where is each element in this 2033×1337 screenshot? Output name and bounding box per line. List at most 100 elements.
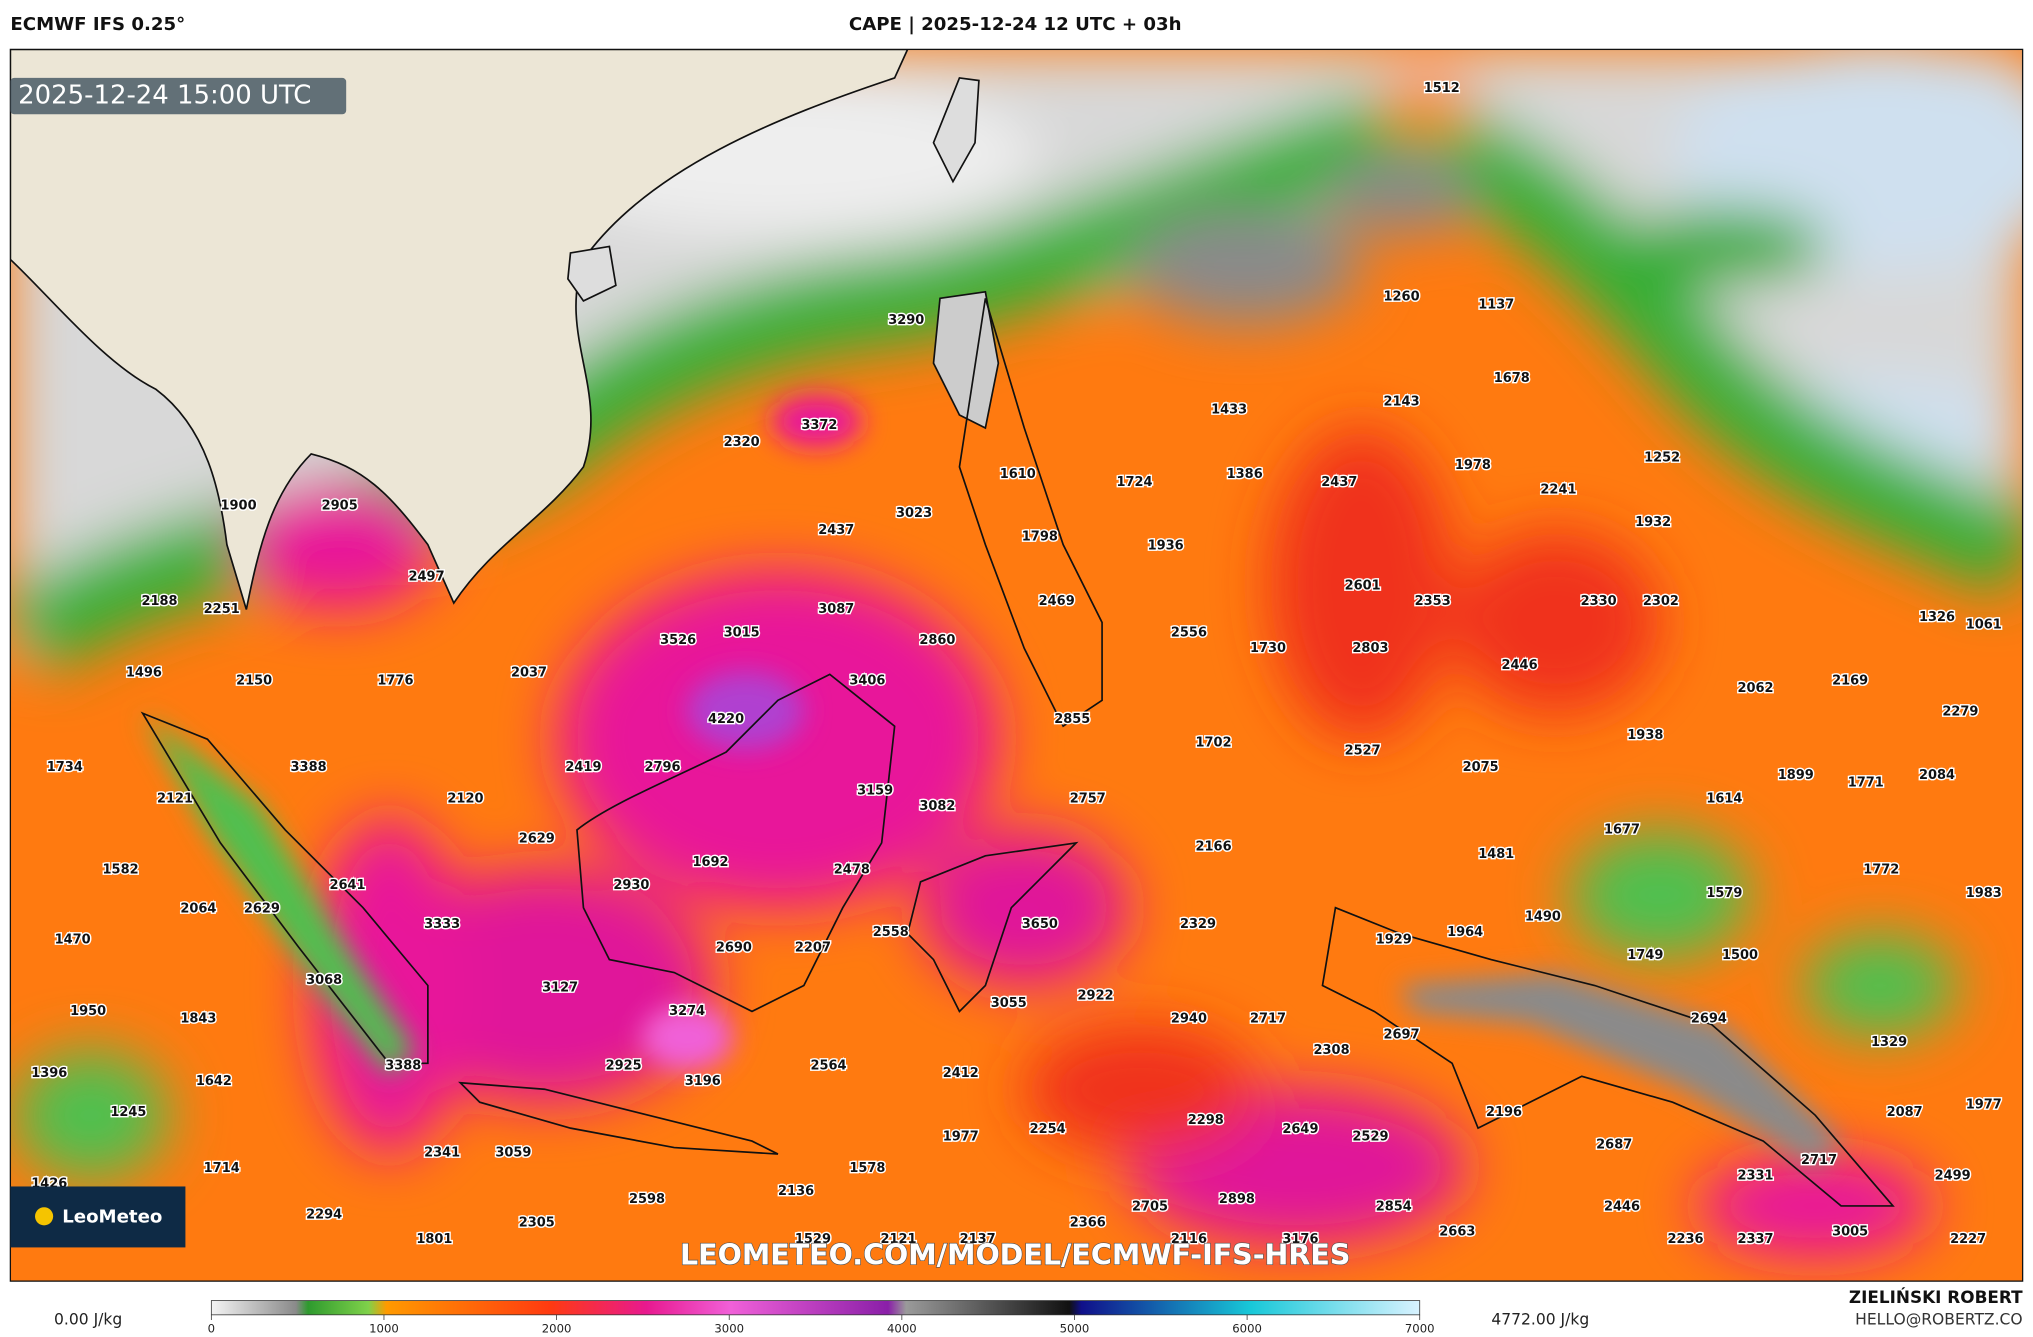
cape-value: 2236 bbox=[1667, 1232, 1703, 1247]
cape-value: 1749 bbox=[1627, 948, 1663, 963]
cape-value: 3176 bbox=[1282, 1232, 1318, 1247]
cape-value: 2341 bbox=[424, 1145, 460, 1160]
cape-value: 1730 bbox=[1250, 641, 1286, 656]
cape-value: 2663 bbox=[1439, 1224, 1475, 1239]
cape-value: 1512 bbox=[1424, 81, 1460, 96]
cape-value: 2601 bbox=[1345, 579, 1381, 594]
cape-value: 2694 bbox=[1691, 1012, 1727, 1027]
cape-value: 2437 bbox=[818, 523, 854, 538]
cape-value: 1061 bbox=[1966, 618, 2002, 633]
cape-value: 2860 bbox=[919, 633, 955, 648]
cape-value: 3082 bbox=[919, 799, 955, 814]
cape-value: 2137 bbox=[960, 1232, 996, 1247]
cape-value: 2116 bbox=[1171, 1232, 1207, 1247]
cape-value: 1724 bbox=[1116, 475, 1152, 490]
cape-value: 2925 bbox=[606, 1058, 642, 1073]
cape-value: 1734 bbox=[47, 760, 83, 775]
cape-value: 2687 bbox=[1596, 1137, 1632, 1152]
cape-value: 3290 bbox=[888, 313, 924, 328]
cape-value: 2922 bbox=[1078, 988, 1114, 1003]
time-box bbox=[10, 77, 347, 115]
cape-value: 2556 bbox=[1171, 625, 1207, 640]
cape-value: 2254 bbox=[1030, 1122, 1066, 1137]
cape-value: 2121 bbox=[157, 791, 193, 806]
cape-value: 2320 bbox=[724, 435, 760, 450]
cape-value: 2437 bbox=[1321, 475, 1357, 490]
cape-value: 2940 bbox=[1171, 1012, 1207, 1027]
cape-value: 2136 bbox=[778, 1184, 814, 1199]
cape-value: 1470 bbox=[55, 933, 91, 948]
colorbar-tick-label: 0 bbox=[208, 1322, 215, 1336]
colorbar-tick-label: 7000 bbox=[1405, 1322, 1435, 1336]
cape-value: 1582 bbox=[103, 863, 139, 878]
cape-value: 2629 bbox=[519, 831, 555, 846]
cape-value: 2469 bbox=[1039, 594, 1075, 609]
colorbar-tick-label: 1000 bbox=[369, 1322, 399, 1336]
cape-value: 2629 bbox=[244, 902, 280, 917]
colorbar bbox=[210, 1300, 1421, 1316]
cape-value: 2329 bbox=[1180, 917, 1216, 932]
cape-value: 2690 bbox=[716, 940, 752, 955]
cape-value: 2121 bbox=[880, 1232, 916, 1247]
cape-value: 1677 bbox=[1604, 822, 1640, 837]
cape-value: 2717 bbox=[1250, 1012, 1286, 1027]
logo-text: LeoMeteo bbox=[62, 1207, 162, 1228]
cape-value: 2353 bbox=[1415, 594, 1451, 609]
cape-value: 1490 bbox=[1525, 909, 1561, 924]
logo-sun bbox=[35, 1207, 54, 1226]
cape-value: 2062 bbox=[1738, 681, 1774, 696]
cape-value: 2446 bbox=[1604, 1200, 1640, 1215]
email: HELLO@ROBERTZ.CO bbox=[1855, 1311, 2022, 1329]
cape-value: 1702 bbox=[1196, 736, 1232, 751]
model-name: ECMWF IFS 0.25° bbox=[10, 14, 185, 35]
cape-value: 2207 bbox=[795, 940, 831, 955]
cape-value: 3015 bbox=[724, 625, 760, 640]
cape-value: 1929 bbox=[1376, 933, 1412, 948]
cape-value: 2803 bbox=[1352, 641, 1388, 656]
cape-value: 2366 bbox=[1070, 1215, 1106, 1230]
cape-value: 1950 bbox=[70, 1004, 106, 1019]
cape-value: 2087 bbox=[1887, 1105, 1923, 1120]
cape-value: 1137 bbox=[1478, 297, 1514, 312]
cape-value: 3274 bbox=[669, 1004, 705, 1019]
cape-value: 1692 bbox=[692, 855, 728, 870]
cape-value: 3055 bbox=[991, 996, 1027, 1011]
cape-value: 2649 bbox=[1282, 1122, 1318, 1137]
cape-value: 1932 bbox=[1635, 515, 1671, 530]
cape-value: 1776 bbox=[377, 673, 413, 688]
cape-value: 2196 bbox=[1486, 1105, 1522, 1120]
cape-value: 1396 bbox=[31, 1066, 67, 1081]
cape-value: 2227 bbox=[1950, 1232, 1986, 1247]
cape-value: 1772 bbox=[1863, 863, 1899, 878]
cape-value: 1771 bbox=[1848, 776, 1884, 791]
cape-value: 3005 bbox=[1832, 1224, 1868, 1239]
cape-value: 2757 bbox=[1070, 791, 1106, 806]
cape-value: 1252 bbox=[1644, 450, 1680, 465]
cape-value: 2717 bbox=[1801, 1153, 1837, 1168]
colorbar-tick-label: 5000 bbox=[1060, 1322, 1090, 1336]
cape-value: 1579 bbox=[1706, 886, 1742, 901]
cape-value: 1496 bbox=[126, 666, 162, 681]
cape-value: 1843 bbox=[180, 1012, 216, 1027]
cape-value: 1899 bbox=[1778, 768, 1814, 783]
cape-value: 2241 bbox=[1540, 483, 1576, 498]
cape-value: 2598 bbox=[629, 1192, 665, 1207]
cape-value: 1977 bbox=[1966, 1097, 2002, 1112]
cape-value: 1245 bbox=[110, 1105, 146, 1120]
cape-value: 2188 bbox=[141, 594, 177, 609]
cape-value: 1964 bbox=[1447, 925, 1483, 940]
cape-value: 2166 bbox=[1196, 839, 1232, 854]
cape-value: 1642 bbox=[196, 1074, 232, 1089]
cape-value: 2497 bbox=[409, 570, 445, 585]
cape-value: 2298 bbox=[1188, 1113, 1224, 1128]
cape-value: 2279 bbox=[1942, 704, 1978, 719]
cape-value: 3068 bbox=[306, 973, 342, 988]
colorbar-tick-label: 3000 bbox=[714, 1322, 744, 1336]
cape-value: 3406 bbox=[849, 673, 885, 688]
cape-value: 2412 bbox=[943, 1066, 979, 1081]
colorbar-tick-label: 6000 bbox=[1232, 1322, 1262, 1336]
cape-value: 2120 bbox=[447, 791, 483, 806]
cape-value: 1936 bbox=[1148, 538, 1184, 553]
